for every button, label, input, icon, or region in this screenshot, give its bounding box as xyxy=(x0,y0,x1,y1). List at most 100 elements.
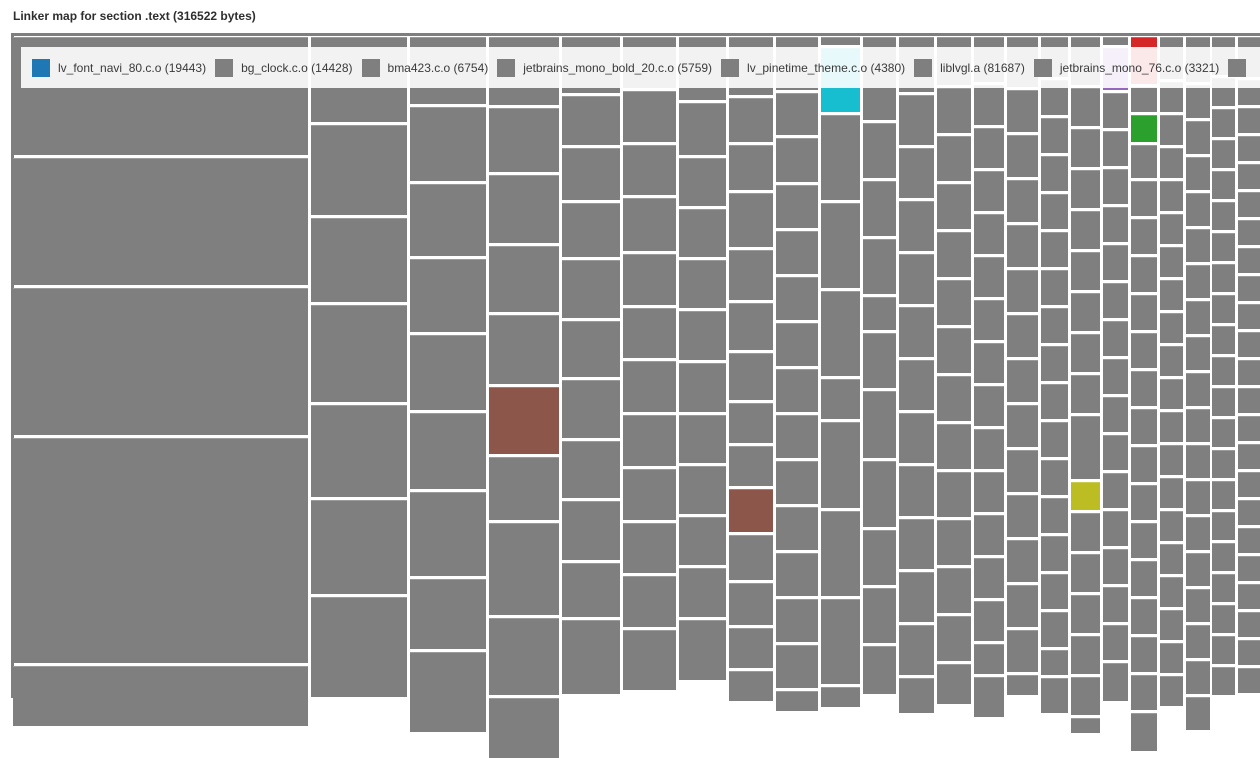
map-box[interactable] xyxy=(1186,589,1210,622)
map-box[interactable] xyxy=(974,515,1004,555)
map-box[interactable] xyxy=(1160,610,1183,640)
map-box[interactable] xyxy=(1160,676,1183,706)
map-box[interactable] xyxy=(1041,156,1068,191)
map-box[interactable] xyxy=(679,158,726,206)
map-box[interactable] xyxy=(1160,214,1183,244)
map-box-brown[interactable] xyxy=(729,489,773,532)
map-box[interactable] xyxy=(1160,247,1183,277)
map-box[interactable] xyxy=(974,558,1004,598)
map-box[interactable] xyxy=(562,380,620,438)
map-box[interactable] xyxy=(1238,668,1260,693)
map-box[interactable] xyxy=(1007,450,1038,492)
map-box[interactable] xyxy=(937,328,971,373)
map-box[interactable] xyxy=(1212,605,1235,633)
map-box[interactable] xyxy=(1041,460,1068,495)
map-box[interactable] xyxy=(974,300,1004,340)
map-box[interactable] xyxy=(1238,276,1260,301)
map-box[interactable] xyxy=(937,520,971,565)
map-box[interactable] xyxy=(776,323,818,366)
map-box[interactable] xyxy=(776,691,818,711)
map-box[interactable] xyxy=(1131,87,1157,112)
map-box[interactable] xyxy=(1007,540,1038,582)
map-box[interactable] xyxy=(974,257,1004,297)
map-box[interactable] xyxy=(1238,416,1260,441)
map-box[interactable] xyxy=(1160,445,1183,475)
map-box[interactable] xyxy=(1041,422,1068,457)
map-box[interactable] xyxy=(863,588,896,643)
map-box[interactable] xyxy=(863,530,896,585)
map-box[interactable] xyxy=(1186,409,1210,442)
map-box[interactable] xyxy=(1071,170,1100,208)
map-box[interactable] xyxy=(821,379,860,419)
map-box[interactable] xyxy=(562,441,620,498)
map-box[interactable] xyxy=(729,193,773,247)
map-box[interactable] xyxy=(1007,675,1038,695)
map-box[interactable] xyxy=(1007,270,1038,312)
map-box[interactable] xyxy=(1041,232,1068,267)
map-box[interactable] xyxy=(1238,584,1260,609)
map-box[interactable] xyxy=(821,203,860,288)
map-box[interactable] xyxy=(1212,202,1235,230)
map-box[interactable] xyxy=(562,260,620,318)
map-box[interactable] xyxy=(776,553,818,596)
map-box[interactable] xyxy=(1041,270,1068,305)
map-box[interactable] xyxy=(410,107,486,181)
map-box[interactable] xyxy=(776,461,818,504)
map-box[interactable] xyxy=(1160,577,1183,607)
map-box[interactable] xyxy=(1103,207,1128,242)
map-box[interactable] xyxy=(623,198,676,251)
map-box[interactable] xyxy=(1103,131,1128,166)
map-box[interactable] xyxy=(1160,412,1183,442)
map-box[interactable] xyxy=(729,535,773,580)
map-box[interactable] xyxy=(729,303,773,350)
map-box[interactable] xyxy=(679,568,726,617)
map-box[interactable] xyxy=(1131,713,1157,751)
map-box[interactable] xyxy=(1131,145,1157,178)
map-box[interactable] xyxy=(1071,718,1100,733)
map-box[interactable] xyxy=(489,175,559,243)
map-box[interactable] xyxy=(776,507,818,550)
map-box[interactable] xyxy=(1212,233,1235,261)
map-box[interactable] xyxy=(1131,219,1157,254)
map-box[interactable] xyxy=(821,687,860,707)
map-box[interactable] xyxy=(1041,308,1068,343)
map-box[interactable] xyxy=(1103,587,1128,622)
map-box[interactable] xyxy=(974,644,1004,674)
map-box[interactable] xyxy=(1238,136,1260,161)
map-box[interactable] xyxy=(974,343,1004,383)
map-box[interactable] xyxy=(776,277,818,320)
map-box[interactable] xyxy=(821,422,860,508)
map-box[interactable] xyxy=(863,646,896,694)
map-box[interactable] xyxy=(729,628,773,668)
map-box[interactable] xyxy=(729,98,773,142)
map-box[interactable] xyxy=(899,201,934,251)
map-box[interactable] xyxy=(1071,211,1100,249)
map-box[interactable] xyxy=(1186,697,1210,730)
map-box[interactable] xyxy=(937,232,971,277)
map-box[interactable] xyxy=(410,652,486,732)
map-box[interactable] xyxy=(1103,397,1128,432)
map-box[interactable] xyxy=(729,446,773,486)
map-box[interactable] xyxy=(1212,419,1235,447)
map-box[interactable] xyxy=(863,123,896,178)
map-box[interactable] xyxy=(729,403,773,443)
map-box[interactable] xyxy=(1071,513,1100,551)
map-box[interactable] xyxy=(937,280,971,325)
map-box[interactable] xyxy=(1071,416,1100,479)
map-box[interactable] xyxy=(937,472,971,517)
map-box[interactable] xyxy=(821,115,860,200)
map-box[interactable] xyxy=(1041,384,1068,419)
map-box[interactable] xyxy=(623,576,676,627)
map-box[interactable] xyxy=(1007,405,1038,447)
map-box[interactable] xyxy=(729,671,773,701)
map-box[interactable] xyxy=(1238,360,1260,385)
map-box[interactable] xyxy=(623,361,676,412)
map-box[interactable] xyxy=(776,231,818,274)
map-box[interactable] xyxy=(1103,169,1128,204)
map-box[interactable] xyxy=(410,184,486,256)
map-box[interactable] xyxy=(1186,337,1210,370)
map-box[interactable] xyxy=(562,563,620,617)
map-box[interactable] xyxy=(1131,447,1157,482)
map-box[interactable] xyxy=(899,413,934,463)
map-box[interactable] xyxy=(410,492,486,576)
